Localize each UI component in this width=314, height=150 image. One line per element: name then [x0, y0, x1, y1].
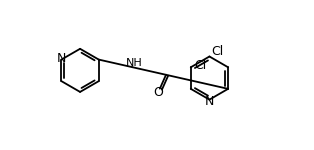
- Text: Cl: Cl: [194, 59, 206, 72]
- Text: NH: NH: [126, 58, 142, 68]
- Text: Cl: Cl: [211, 45, 223, 58]
- Text: O: O: [153, 86, 163, 99]
- Text: N: N: [205, 95, 214, 108]
- Text: N: N: [57, 52, 66, 64]
